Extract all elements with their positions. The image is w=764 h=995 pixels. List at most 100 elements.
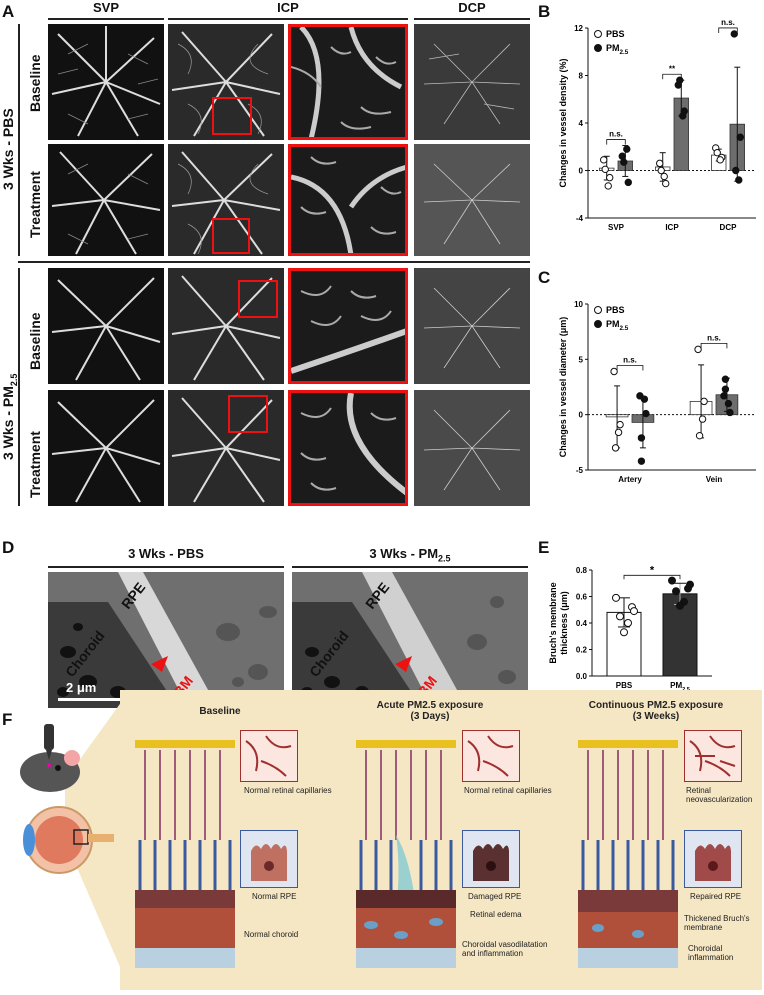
chart-vessel-diameter: -5 0 5 10 Changes in vessel diameter (μm) Art… xyxy=(540,296,762,506)
zoom-region-2 xyxy=(212,218,250,254)
data-point xyxy=(720,392,728,400)
chart-bm-thickness: 0.0 0.2 0.4 0.6 0.8 Bruch's membranethickness… xyxy=(540,560,762,696)
inset-rpe-continuous xyxy=(684,830,742,888)
y-tick-label: 8 xyxy=(579,72,584,81)
oct-icp-pm-baseline xyxy=(168,268,284,384)
data-point xyxy=(656,159,664,168)
panel-label-b: B xyxy=(538,2,551,21)
data-point xyxy=(698,415,707,423)
row-label-treatment-1: Treatment xyxy=(27,171,43,238)
caption-normal-rpe: Normal RPE xyxy=(252,892,297,901)
panel-label-e: E xyxy=(538,538,550,557)
caption-choroidal-vasodilatation: Choroidal vasodilatation and inflammatio… xyxy=(462,940,548,958)
y-tick-label: 0.6 xyxy=(576,593,588,602)
inset-capillaries-baseline xyxy=(240,730,298,782)
significance-bracket xyxy=(662,73,682,80)
group-label-pm25: 3 Wks - PM2.5 xyxy=(0,374,19,460)
tem-title-pm-prefix: 3 Wks - PM xyxy=(369,546,439,561)
data-point xyxy=(736,133,744,141)
data-point xyxy=(700,397,708,406)
data-point xyxy=(668,576,676,585)
inset-capillaries-acute xyxy=(462,730,520,782)
data-point xyxy=(620,628,628,637)
chart-vessel-density: -4 0 4 8 12 Changes in vessel density (%) SVP n… xyxy=(540,18,762,245)
data-point xyxy=(640,395,649,403)
y-axis-label: Changes in vessel density (%) xyxy=(558,58,568,187)
data-point xyxy=(642,409,650,418)
data-point xyxy=(606,173,614,182)
significance-bracket xyxy=(606,139,626,145)
oct-svp-pm-baseline xyxy=(48,268,164,384)
significance-label: n.s. xyxy=(623,356,637,365)
oct-svp-pm-treatment xyxy=(48,390,164,506)
schematic-title-continuous: Continuous PM2.5 exposure (3 Weeks) xyxy=(556,700,756,722)
x-tick-label: SVP xyxy=(608,223,625,232)
tem-title-pm25: 3 Wks - PM2.5 xyxy=(292,546,528,564)
inset-rpe-baseline xyxy=(240,830,298,888)
retina-layers-baseline xyxy=(135,740,235,980)
scale-bar-label: 2 μm xyxy=(66,680,97,695)
retina-layers-acute xyxy=(356,740,456,980)
data-point xyxy=(713,148,721,157)
group-label-pm-prefix: 3 Wks - PM xyxy=(0,386,16,460)
data-point xyxy=(695,431,704,440)
tem-image-pm25: Choroid RPE BM xyxy=(292,572,528,708)
x-tick-label: Artery xyxy=(618,475,642,484)
caption-choroidal-inflammation: Choroidal inflammation xyxy=(688,944,734,962)
y-tick-label: 12 xyxy=(574,24,583,33)
column-header-icp: ICP xyxy=(277,0,299,15)
caption-normal-capillaries: Normal retinal capillaries xyxy=(244,786,332,795)
x-tick-label: ICP xyxy=(665,223,679,232)
eye-illustration xyxy=(14,800,114,880)
significance-bracket xyxy=(718,27,738,33)
caption-normal-capillaries-acute: Normal retinal capillaries xyxy=(464,786,552,795)
data-point xyxy=(657,166,665,175)
tem-underline-pbs xyxy=(48,566,284,568)
row-label-baseline-1: Baseline xyxy=(27,54,43,112)
data-point xyxy=(732,166,740,175)
legend-marker-pm25 xyxy=(594,320,602,328)
column-underline-icp xyxy=(168,18,408,20)
inset-rpe-acute xyxy=(462,830,520,888)
oct-dcp-pbs-treatment xyxy=(414,144,530,256)
schematic-title-continuous-text: Continuous PM2.5 exposure xyxy=(588,700,724,711)
legend-marker-pbs xyxy=(594,30,602,38)
data-point xyxy=(614,428,623,437)
schematic-title-acute-text: Acute PM2.5 exposure xyxy=(376,700,484,711)
data-point xyxy=(630,607,638,616)
caption-thickened-bm: Thickened Bruch's membrane xyxy=(684,914,750,932)
data-point xyxy=(726,408,734,417)
legend-marker-pm25 xyxy=(594,44,602,52)
zoom-icp-pbs-treatment xyxy=(288,144,408,256)
tem-image-pbs: Choroid RPE BM 2 μm xyxy=(48,572,284,708)
row-label-treatment-2: Treatment xyxy=(27,431,43,498)
y-tick-label: -4 xyxy=(576,214,584,223)
data-point xyxy=(735,176,743,184)
column-header-dcp: DCP xyxy=(458,0,486,15)
column-underline-dcp xyxy=(414,18,530,20)
column-header-svp: SVP xyxy=(92,0,119,15)
group-label-pm-sub: 2.5 xyxy=(8,373,19,387)
significance-label: * xyxy=(650,564,655,576)
row-label-baseline-2: Baseline xyxy=(27,312,43,370)
oct-dcp-pbs-baseline xyxy=(414,24,530,140)
retina-layers-continuous xyxy=(578,740,678,980)
y-tick-label: 10 xyxy=(574,300,583,309)
data-point xyxy=(601,165,609,174)
significance-label: ** xyxy=(669,64,676,73)
oct-dcp-pm-treatment xyxy=(414,390,530,506)
y-tick-label: 0.8 xyxy=(576,566,588,575)
data-point xyxy=(694,345,702,354)
zoom-icp-pbs-baseline xyxy=(288,24,408,140)
data-point xyxy=(676,601,684,610)
inset-capillaries-continuous xyxy=(684,730,742,782)
data-point xyxy=(676,76,684,84)
data-point xyxy=(618,152,626,160)
significance-bracket xyxy=(700,342,728,349)
schematic-title-acute: Acute PM2.5 exposure (3 Days) xyxy=(340,700,520,722)
oct-icp-pm-treatment xyxy=(168,390,284,506)
caption-retinal-edema: Retinal edema xyxy=(470,910,522,919)
x-tick-label: PBS xyxy=(616,681,633,690)
data-point xyxy=(620,158,628,166)
data-point xyxy=(637,457,646,465)
